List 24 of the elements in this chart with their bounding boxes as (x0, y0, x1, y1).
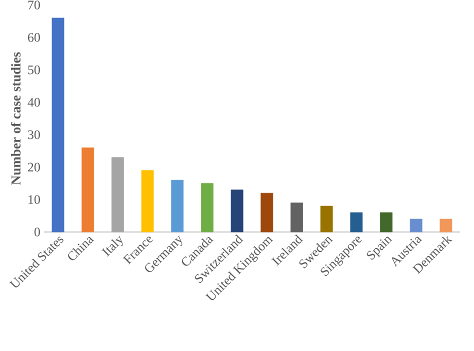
y-tick-label: 50 (28, 65, 40, 74)
y-tick-label: 0 (34, 228, 40, 236)
x-tick-label: Italy (102, 236, 123, 257)
y-tick-label: 30 (28, 130, 40, 140)
bar (171, 180, 184, 232)
bar (380, 212, 392, 232)
bar (260, 192, 274, 232)
bar (290, 202, 303, 232)
bar (440, 218, 452, 232)
bar (410, 218, 422, 232)
bar (52, 18, 64, 232)
bar (111, 157, 124, 232)
bar (82, 147, 94, 232)
y-axis-title: Number of case studies (10, 52, 21, 185)
bar (350, 212, 363, 232)
y-tick-label: 60 (28, 33, 40, 42)
bar (201, 183, 214, 232)
y-tick-label: 40 (28, 98, 40, 107)
y-tick-label: 10 (28, 195, 40, 204)
bar (320, 206, 333, 232)
y-tick-label: 70 (28, 0, 40, 10)
y-tick-label: 20 (28, 162, 40, 172)
bar (230, 190, 244, 232)
bar (141, 170, 154, 232)
